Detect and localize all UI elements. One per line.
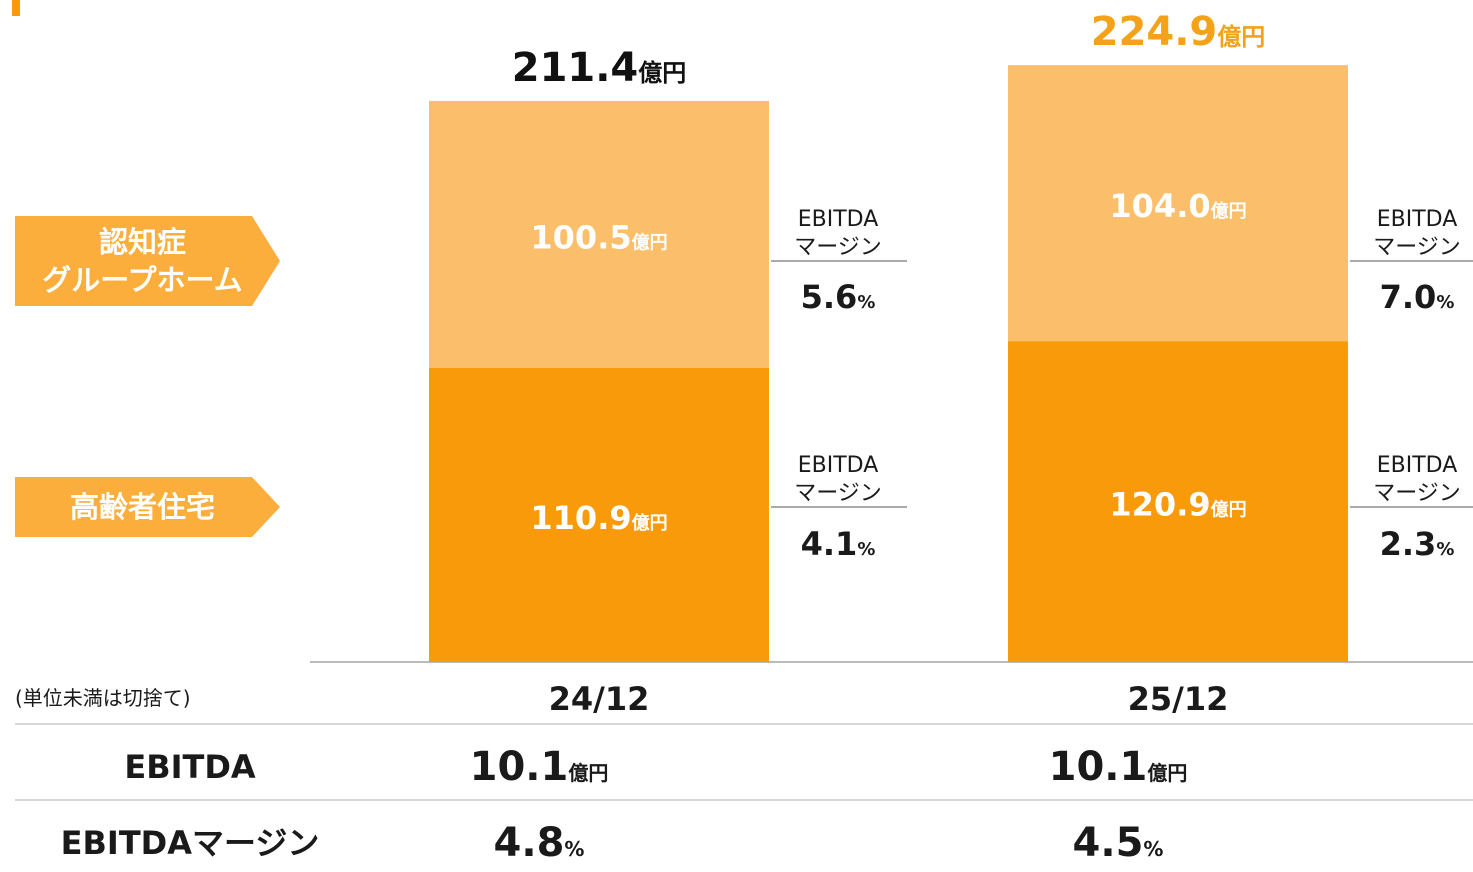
margin-caption: EBITDA: [1377, 207, 1458, 232]
legend-label: 認知症 グループホーム: [42, 225, 243, 297]
x-tick-label: 25/12: [1128, 680, 1229, 718]
margin-label: 5.6%: [801, 278, 876, 316]
x-tick-label: 24/12: [549, 680, 650, 718]
margin-label-unit: %: [857, 292, 875, 313]
segment-label: 104.0億円: [1109, 187, 1246, 225]
row-label: EBITDA: [124, 748, 256, 786]
segment-label-unit: 億円: [632, 231, 668, 253]
segment-label-number: 100.5: [530, 218, 631, 256]
table-value: 10.1億円: [1049, 744, 1188, 790]
total-label: 224.9億円: [1091, 9, 1266, 55]
row-label: EBITDAマージン: [61, 824, 320, 862]
total-label-number: 211.4: [512, 45, 639, 91]
legend-label: 高齢者住宅: [69, 490, 215, 524]
margin-label-number: 2.3: [1380, 525, 1437, 563]
table-value-number: 4.8: [494, 820, 565, 866]
table-value-number: 4.5: [1073, 820, 1144, 866]
margin-label-number: 5.6: [801, 278, 858, 316]
margin-label: 2.3%: [1380, 525, 1455, 563]
table-value: 10.1億円: [470, 744, 609, 790]
bar-segment: [1008, 341, 1348, 662]
margin-label-number: 4.1: [801, 525, 858, 563]
margin-label-unit: %: [1436, 539, 1454, 560]
table-value-unit: %: [1143, 837, 1163, 861]
title-marker: [12, 0, 20, 16]
bar-segment: [429, 100, 769, 368]
segment-label: 120.9億円: [1109, 486, 1246, 524]
bar-segment: [429, 367, 769, 662]
table-value: 4.5%: [1073, 820, 1164, 866]
segment-label-number: 110.9: [530, 499, 631, 537]
margin-caption: マージン: [794, 481, 882, 506]
margin-label: 7.0%: [1380, 278, 1455, 316]
bar-segment: [1008, 65, 1348, 342]
total-label-unit: 億円: [1217, 23, 1265, 51]
margin-label-number: 7.0: [1380, 278, 1437, 316]
legend-arrow: [15, 216, 280, 306]
table-value-number: 10.1: [470, 744, 569, 790]
segment-label: 100.5億円: [530, 218, 667, 256]
segment-label-number: 104.0: [1109, 187, 1210, 225]
margin-label-unit: %: [857, 539, 875, 560]
margin-caption: マージン: [1373, 235, 1461, 260]
segment-label-number: 120.9: [1109, 486, 1210, 524]
margin-caption: マージン: [794, 235, 882, 260]
margin-caption: EBITDA: [798, 453, 879, 478]
table-value: 4.8%: [494, 820, 585, 866]
margin-caption: EBITDA: [1377, 453, 1458, 478]
unit-note: (単位未満は切捨て): [15, 686, 191, 710]
total-label-number: 224.9: [1091, 9, 1218, 55]
segment-label: 110.9億円: [530, 499, 667, 537]
segment-label-unit: 億円: [1211, 499, 1247, 521]
margin-label-unit: %: [1436, 292, 1454, 313]
margin-caption: EBITDA: [798, 207, 879, 232]
total-label: 211.4億円: [512, 45, 687, 91]
legend-arrow: [15, 477, 280, 537]
segment-label-unit: 億円: [1211, 200, 1247, 222]
segment-label-unit: 億円: [632, 512, 668, 534]
table-value-unit: 億円: [1147, 761, 1187, 785]
margin-label: 4.1%: [801, 525, 876, 563]
table-value-unit: 億円: [568, 761, 608, 785]
total-label-unit: 億円: [638, 59, 686, 87]
table-value-unit: %: [564, 837, 584, 861]
table-value-number: 10.1: [1049, 744, 1148, 790]
margin-caption: マージン: [1373, 481, 1461, 506]
